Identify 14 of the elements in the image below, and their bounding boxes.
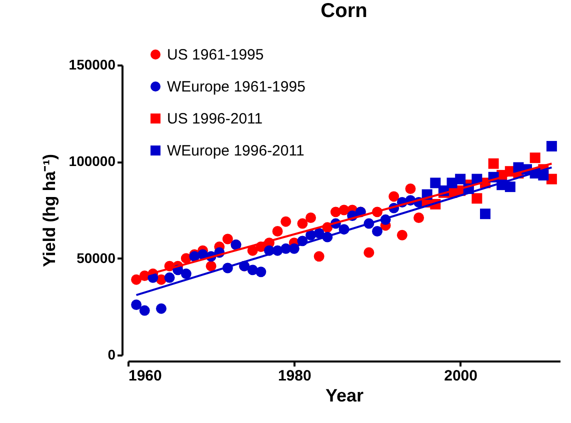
x-tick-label: 2000 xyxy=(444,368,478,384)
x-tick-label: 1960 xyxy=(128,368,162,384)
y-tick-label: 50000 xyxy=(76,250,116,266)
legend-label: US 1961-1995 xyxy=(167,46,264,64)
chart-title: Corn xyxy=(320,0,368,22)
legend-label: US 1996-2011 xyxy=(167,110,263,128)
y-tick-label: 100000 xyxy=(68,153,116,170)
legend-label: WEurope 1961-1995 xyxy=(167,78,306,96)
y-axis-title: Yield (hg ha⁻¹) xyxy=(40,154,59,268)
x-tick-label: 1980 xyxy=(278,368,312,384)
x-axis-title: Year xyxy=(325,386,364,406)
y-tick-label: 150000 xyxy=(68,56,116,72)
y-tick-label: 0 xyxy=(108,346,116,362)
legend-label: WEurope 1996-2011 xyxy=(167,142,304,160)
